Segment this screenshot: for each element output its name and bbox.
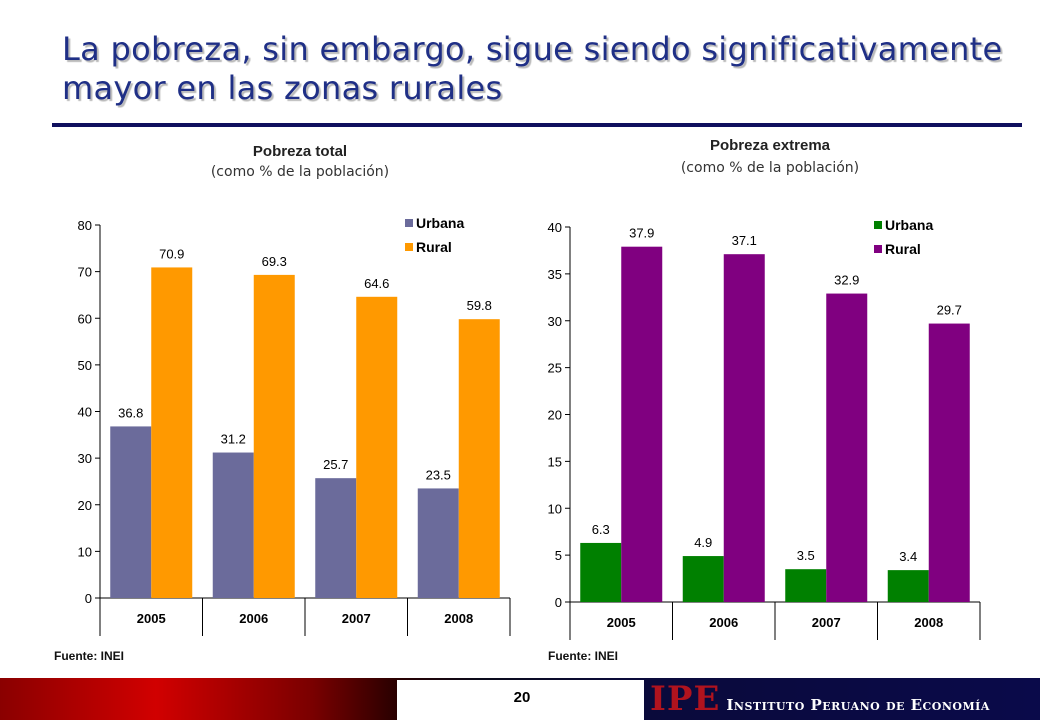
chart-2-subtitle: (como % de la población) <box>680 160 860 176</box>
chart-1-y-tick-label: 10 <box>78 544 92 559</box>
chart-1-bar-rural <box>253 274 295 598</box>
chart-2-data-label: 29.7 <box>937 303 962 318</box>
chart-1-subtitle: (como % de la población) <box>210 164 390 180</box>
chart-2-x-tick-label: 2007 <box>812 615 841 630</box>
chart-2-legend-label: Rural <box>885 241 921 257</box>
chart-2-bar-rural <box>621 246 663 602</box>
chart-2-data-label: 4.9 <box>694 535 712 550</box>
chart-1-data-label: 36.8 <box>118 405 143 420</box>
chart-1-y-tick-label: 0 <box>85 591 92 606</box>
chart-1-title: Pobreza total <box>252 143 348 160</box>
chart-1-bar-urbana <box>212 452 254 598</box>
chart-2-bar-rural <box>826 293 868 602</box>
chart-1-legend-swatch <box>405 219 413 227</box>
chart-1-data-label: 70.9 <box>159 246 184 261</box>
chart-2-bar-rural <box>928 323 970 602</box>
chart-1-bar-rural <box>151 267 193 598</box>
chart-2-legend-swatch <box>874 245 882 253</box>
chart-2-y-tick-label: 25 <box>548 361 562 376</box>
chart-2-y-tick-label: 40 <box>548 220 562 235</box>
chart-1-legend-label: Urbana <box>416 215 464 231</box>
ipe-logo: IPE Instituto Peruano de Economía <box>650 680 990 718</box>
slide-title: La pobreza, sin embargo, sigue siendo si… <box>62 30 1003 107</box>
chart-1-y-tick-label: 60 <box>78 311 92 326</box>
chart-2-data-label: 3.4 <box>899 549 917 564</box>
chart-2-data-label: 32.9 <box>834 273 859 288</box>
chart-1-y-tick-label: 50 <box>78 358 92 373</box>
chart-1-bar-rural <box>458 319 500 598</box>
chart-1-legend-label: Rural <box>416 239 452 255</box>
chart-2-y-tick-label: 20 <box>548 408 562 423</box>
chart-1-legend-swatch <box>405 243 413 251</box>
chart-2-y-tick-label: 5 <box>555 548 562 563</box>
chart-2-bar-rural <box>723 254 765 602</box>
chart-2-y-tick-label: 10 <box>548 501 562 516</box>
chart-1-bar-urbana <box>110 426 152 598</box>
footer-white-panel <box>397 680 644 720</box>
chart-1-bar-rural <box>356 296 398 598</box>
chart-2-x-tick-label: 2006 <box>709 615 738 630</box>
title-underline <box>52 123 1022 127</box>
chart-1-x-tick-label: 2007 <box>342 611 371 626</box>
chart-1-y-tick-label: 80 <box>78 218 92 233</box>
chart-2-legend-label: Urbana <box>885 217 933 233</box>
logo-mark: IPE <box>650 679 721 719</box>
chart-2-data-label: 3.5 <box>797 548 815 563</box>
chart-1-data-label: 25.7 <box>323 457 348 472</box>
chart-1-bar-urbana <box>417 488 459 598</box>
chart-1-data-label: 23.5 <box>426 467 451 482</box>
chart-1-source: Fuente: INEI <box>54 649 125 663</box>
chart-1-y-tick-label: 40 <box>78 405 92 420</box>
chart-2-data-label: 37.9 <box>629 226 654 241</box>
institute-name: Instituto Peruano de Economía <box>726 696 990 714</box>
chart-2-legend-swatch <box>874 221 882 229</box>
chart-2-bar-urbana <box>682 556 724 602</box>
chart-1-y-tick-label: 30 <box>78 451 92 466</box>
chart-2-title: Pobreza extrema <box>709 137 831 154</box>
chart-1-data-label: 69.3 <box>262 254 287 269</box>
chart-1-x-tick-label: 2006 <box>239 611 268 626</box>
chart-2-data-label: 37.1 <box>732 233 757 248</box>
chart-2-bar-urbana <box>580 542 622 602</box>
chart-2-source: Fuente: INEI <box>548 649 619 663</box>
chart-1-y-tick-label: 70 <box>78 265 92 280</box>
page-number: 20 <box>513 689 531 706</box>
chart-2-x-tick-label: 2008 <box>914 615 943 630</box>
chart-2-bar-urbana <box>785 569 827 602</box>
chart-2-y-tick-label: 15 <box>548 454 562 469</box>
chart-2-data-label: 6.3 <box>592 522 610 537</box>
chart-2-x-tick-label: 2005 <box>607 615 636 630</box>
chart-1-bar-urbana <box>315 478 357 598</box>
chart-2-y-tick-label: 30 <box>548 314 562 329</box>
chart-1-data-label: 64.6 <box>364 276 389 291</box>
chart-1-y-tick-label: 20 <box>78 498 92 513</box>
chart-1-data-label: 59.8 <box>467 298 492 313</box>
chart-1-data-label: 31.2 <box>221 432 246 447</box>
chart-2-y-tick-label: 35 <box>548 267 562 282</box>
chart-1-x-tick-label: 2005 <box>137 611 166 626</box>
chart-2-y-tick-label: 0 <box>555 595 562 610</box>
chart-1-x-tick-label: 2008 <box>444 611 473 626</box>
chart-2-bar-urbana <box>887 570 929 602</box>
